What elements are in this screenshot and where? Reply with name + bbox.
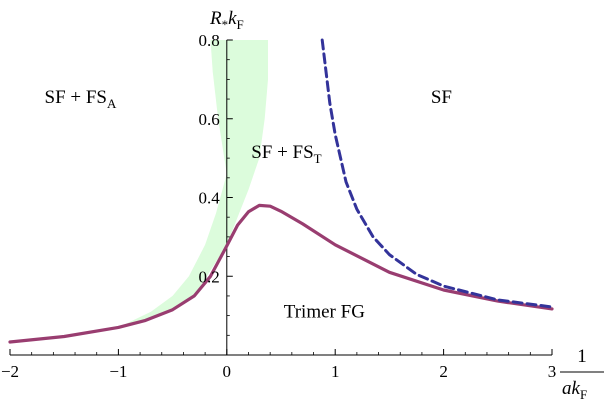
dashed-boundary-line xyxy=(320,38,554,309)
green-band-layer xyxy=(118,40,269,328)
y-axis-title: R*kF xyxy=(209,8,244,32)
y-tick-label: 0.8 xyxy=(199,31,220,50)
series-layer xyxy=(8,38,554,344)
x-tick-label: 3 xyxy=(548,362,557,381)
region-label-sf_fsa: SF + FSA xyxy=(45,87,117,111)
labels-layer: SF + FSA SF SF + FST Trimer FG xyxy=(45,87,452,323)
x-tick-label: 0 xyxy=(223,362,232,381)
y-tick-label: 0.4 xyxy=(199,189,221,208)
ticks-layer: −2 −1 0 1 2 3 0.2 0.4 0.6 0.8 xyxy=(1,31,556,381)
region-label-trimer: Trimer FG xyxy=(284,302,365,323)
x-axis-title-numerator: 1 xyxy=(577,346,587,367)
x-tick-label: −2 xyxy=(1,362,19,381)
x-axis-title-denominator: akF xyxy=(562,378,587,402)
x-axis-title: 1 akF xyxy=(560,346,604,402)
y-tick-label: 0.2 xyxy=(199,267,220,286)
x-tick-label: −1 xyxy=(109,362,127,381)
y-tick-label: 0.6 xyxy=(199,110,220,129)
x-tick-label: 2 xyxy=(439,362,448,381)
green-band-region xyxy=(118,40,269,328)
x-tick-label: 1 xyxy=(331,362,340,381)
trimer-boundary-line xyxy=(8,203,554,344)
region-label-sf_fst: SF + FST xyxy=(251,142,321,166)
region-label-sf: SF xyxy=(431,87,452,108)
